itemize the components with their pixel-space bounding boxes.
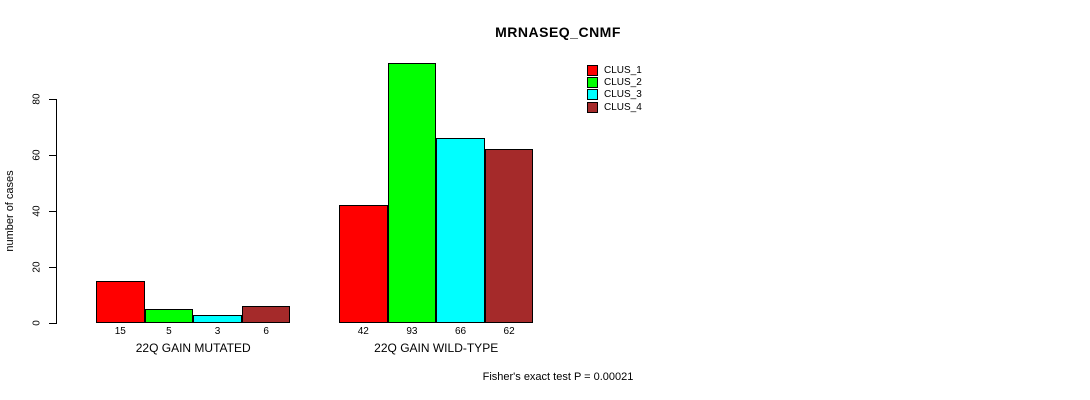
y-axis-line	[56, 99, 57, 324]
legend: CLUS_1 CLUS_2 CLUS_3 CLUS_4	[587, 64, 642, 113]
legend-swatch	[587, 101, 598, 113]
bar-clus_3	[436, 138, 485, 323]
legend-swatch	[587, 76, 598, 88]
bar-value-label: 6	[263, 326, 269, 337]
bar-value-label: 42	[357, 326, 369, 337]
bar-value-label: 5	[166, 326, 172, 337]
bar-value-label: 3	[214, 326, 221, 337]
bar-value-label: 62	[503, 326, 515, 337]
y-tick-label: 0	[31, 320, 43, 326]
bar-clus_2	[387, 62, 437, 323]
legend-label: CLUS_2	[604, 76, 642, 88]
y-tick-mark	[49, 323, 56, 324]
legend-row: CLUS_1	[587, 64, 642, 76]
legend-row: CLUS_2	[587, 76, 642, 88]
y-tick-mark	[49, 267, 56, 268]
bar-value-label: 93	[406, 326, 418, 337]
y-tick-mark	[49, 211, 56, 212]
y-tick-label: 80	[31, 93, 43, 105]
bar-clus_4	[484, 149, 534, 323]
bar-clus_3	[193, 314, 242, 323]
legend-row: CLUS_4	[587, 101, 642, 113]
bar-clus_1	[96, 281, 145, 323]
category-label: 22Q GAIN WILD-TYPE	[374, 341, 499, 355]
category-label: 22Q GAIN MUTATED	[135, 341, 251, 355]
legend-swatch	[587, 89, 598, 101]
legend-row: CLUS_3	[587, 89, 642, 101]
legend-label: CLUS_4	[604, 101, 642, 113]
y-tick-mark	[49, 155, 56, 156]
annotation-text: Fisher's exact test P = 0.00021	[482, 371, 634, 383]
legend-label: CLUS_3	[604, 89, 642, 101]
chart-title: MRNASEQ_CNMF	[495, 24, 621, 40]
bar-clus_1	[339, 205, 388, 323]
legend-swatch	[587, 64, 598, 76]
y-tick-label: 20	[31, 261, 43, 273]
y-tick-label: 40	[31, 205, 43, 217]
legend-label: CLUS_1	[604, 64, 642, 76]
bar-clus_2	[144, 309, 194, 323]
y-axis-label: number of cases	[4, 170, 16, 252]
y-tick-mark	[49, 99, 56, 100]
y-tick-label: 60	[31, 149, 43, 161]
bar-clus_4	[241, 306, 291, 323]
bar-value-label: 15	[114, 326, 126, 337]
bar-value-label: 66	[454, 326, 467, 337]
